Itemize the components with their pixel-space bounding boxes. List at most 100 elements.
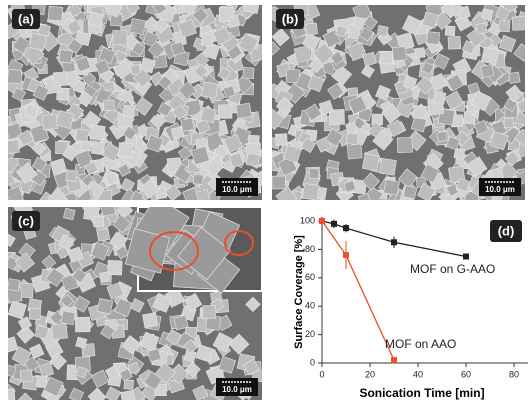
crystal <box>380 51 393 64</box>
crystal <box>448 36 461 49</box>
crystal <box>227 15 239 27</box>
crystal <box>51 323 67 339</box>
sem-image <box>2 196 264 404</box>
crystal <box>97 298 113 314</box>
crystal <box>53 72 68 87</box>
crystal <box>201 82 218 99</box>
crystal <box>8 69 22 83</box>
crystal <box>105 172 118 185</box>
crystal <box>42 114 58 130</box>
crystal <box>363 52 377 66</box>
panel-label: (c) <box>18 213 34 228</box>
panel-label: (d) <box>498 223 515 238</box>
point <box>391 357 397 363</box>
crystal <box>275 134 287 146</box>
series-line <box>322 221 394 360</box>
panel-label: (b) <box>282 11 299 26</box>
crystal <box>377 25 388 36</box>
crystal <box>30 33 47 50</box>
crystal <box>196 189 210 203</box>
x-tick-label: 80 <box>509 369 519 379</box>
crystal <box>119 143 133 157</box>
crystal <box>504 118 513 127</box>
crystal <box>90 125 105 140</box>
crystal <box>302 183 319 200</box>
crystal <box>29 308 40 319</box>
crystal <box>427 32 440 45</box>
crystal <box>59 50 73 64</box>
crystal <box>415 48 425 58</box>
crystal <box>437 131 448 142</box>
crystal <box>481 64 494 77</box>
x-axis-label: Sonication Time [min] <box>359 386 484 400</box>
crystal <box>193 174 203 184</box>
crystal <box>174 315 189 330</box>
crystal <box>512 17 526 31</box>
crystal <box>124 105 135 116</box>
crystal <box>236 103 252 119</box>
x-tick-label: 0 <box>319 369 324 379</box>
crystal <box>445 26 455 36</box>
point <box>463 254 469 260</box>
crystal <box>403 185 417 199</box>
crystal <box>124 380 134 390</box>
crystal <box>346 133 358 145</box>
crystal <box>100 272 111 283</box>
crystal <box>5 140 19 154</box>
figure: (a)10.0 μm(b)10.0 μm(c)10.0 μm(d)0204060… <box>0 0 531 404</box>
crystal <box>294 46 311 63</box>
series-label: MOF on AAO <box>385 337 456 351</box>
x-tick-label: 60 <box>461 369 471 379</box>
series-label: MOF on G-AAO <box>410 262 495 276</box>
crystal <box>104 100 115 111</box>
crystal <box>309 169 319 179</box>
y-tick-label: 20 <box>305 329 315 339</box>
sem-image <box>1 0 270 209</box>
y-tick-label: 100 <box>300 215 315 225</box>
crystal <box>91 141 104 154</box>
crystal <box>203 306 216 319</box>
crystal <box>100 201 115 216</box>
scale-label: 10.0 μm <box>222 185 252 194</box>
crystal <box>81 141 91 151</box>
y-tick-label: 60 <box>305 272 315 282</box>
crystal <box>76 337 87 348</box>
crystal <box>108 260 123 275</box>
crystal <box>372 114 383 125</box>
crystal <box>482 9 493 20</box>
crystal <box>273 176 286 189</box>
crystal <box>246 153 260 167</box>
crystal <box>392 46 406 60</box>
crystal <box>384 179 400 195</box>
crystal <box>397 137 412 152</box>
crystal <box>481 47 499 65</box>
crystal <box>347 144 362 159</box>
point <box>319 218 325 224</box>
y-axis-label: Surface Coverage [%] <box>293 235 305 349</box>
crystal <box>181 118 194 131</box>
crystal <box>433 91 446 104</box>
scale-label: 10.0 μm <box>485 185 515 194</box>
crystal <box>93 216 104 227</box>
crystal <box>75 129 89 143</box>
crystal <box>121 390 136 404</box>
crystal <box>75 317 90 332</box>
y-tick-label: 80 <box>305 244 315 254</box>
crystal <box>113 30 127 44</box>
point <box>331 221 337 227</box>
crystal <box>61 311 75 325</box>
crystal <box>66 170 78 182</box>
crystal <box>306 23 318 35</box>
crystal <box>354 17 365 28</box>
crystal <box>20 370 32 382</box>
panel-label: (a) <box>18 11 34 26</box>
sem-image <box>263 0 531 208</box>
crystal <box>3 389 15 401</box>
x-tick-label: 40 <box>413 369 423 379</box>
crystal <box>143 313 158 328</box>
crystal <box>201 107 217 123</box>
crystal <box>218 105 232 119</box>
crystal <box>171 127 183 139</box>
crystal <box>88 12 103 27</box>
crystal <box>243 67 254 78</box>
